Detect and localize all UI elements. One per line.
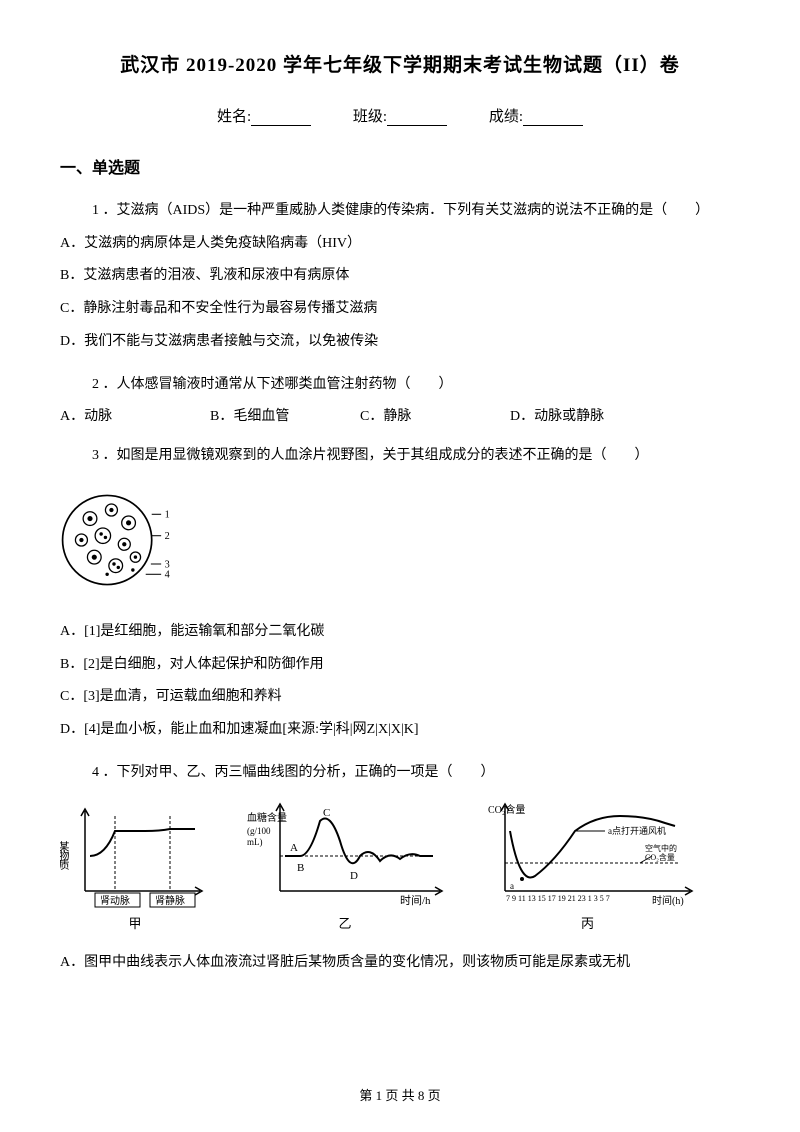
svg-text:肾静脉: 肾静脉 (155, 894, 185, 907)
q1-text: 1 ．艾滋病（AIDS）是一种严重威胁人类健康的传染病．下列有关艾滋病的说法不正… (60, 198, 740, 225)
svg-text:CO₂含量: CO₂含量 (645, 852, 675, 862)
svg-text:D: D (350, 870, 358, 882)
q4-text: 4 ．下列对甲、乙、丙三幅曲线图的分析，正确的一项是（ ） (60, 760, 740, 787)
chart-yi: 血糖含量 (g/100 mL) A B C D 时间/h 乙 (245, 801, 445, 932)
chart-jia: 某物质 肾动脉 肾静脉 甲 (60, 801, 210, 932)
q2-options: A．动脉 B．毛细血管 C．静脉 D．动脉或静脉 (60, 402, 740, 433)
chart-bing-icon: CO₂含量 a a点打开通风机 空气中的 CO₂含量 7 9 11 13 15 … (480, 801, 695, 911)
svg-text:1: 1 (165, 509, 170, 520)
svg-text:3: 3 (165, 559, 170, 570)
svg-text:7 9 11 13 15 17 19 21 23 1 3 5: 7 9 11 13 15 17 19 21 23 1 3 5 7 (506, 894, 610, 903)
svg-text:血糖含量: 血糖含量 (247, 811, 287, 824)
svg-text:肾动脉: 肾动脉 (100, 894, 130, 907)
section-heading: 一、单选题 (60, 154, 740, 178)
q1-optD: D．我们不能与艾滋病患者接触与交流，以免被传染 (60, 327, 740, 358)
name-blank (251, 112, 311, 126)
svg-text:2: 2 (165, 531, 170, 542)
q2-text: 2 ．人体感冒输液时通常从下述哪类血管注射药物（ ） (60, 372, 740, 399)
svg-text:a点打开通风机: a点打开通风机 (608, 825, 666, 836)
q2-optB: B．毛细血管 (210, 402, 360, 433)
q2-optC: C．静脉 (360, 402, 510, 433)
svg-text:时间(h): 时间(h) (652, 894, 684, 907)
q1-optA: A．艾滋病的病原体是人类免疫缺陷病毒（HIV） (60, 229, 740, 260)
page-footer: 第 1 页 共 8 页 (0, 1085, 800, 1104)
q2-optD: D．动脉或静脉 (510, 402, 604, 433)
svg-text:mL): mL) (247, 837, 263, 847)
class-label: 班级: (353, 109, 387, 125)
svg-text:C: C (323, 807, 330, 819)
score-blank (523, 112, 583, 126)
q1-optC: C．静脉注射毒品和不安全性行为最容易传播艾滋病 (60, 294, 740, 325)
svg-text:时间/h: 时间/h (400, 894, 431, 907)
q3-optB: B．[2]是白细胞，对人体起保护和防御作用 (60, 650, 740, 681)
q4-optA: A．图甲中曲线表示人体血液流过肾脏后某物质含量的变化情况，则该物质可能是尿素或无… (60, 948, 740, 979)
chart-jia-icon: 某物质 肾动脉 肾静脉 (60, 801, 210, 911)
q4-charts: 某物质 肾动脉 肾静脉 甲 血糖含量 (g/100 mL) A B C D 时间… (60, 801, 740, 932)
q3-optD: D．[4]是血小板，能止血和加速凝血[来源:学|科|网Z|X|X|K] (60, 715, 740, 746)
score-label: 成绩: (489, 109, 523, 125)
svg-text:a: a (510, 881, 514, 891)
page-title: 武汉市 2019-2020 学年七年级下学期期末考试生物试题（II）卷 (60, 50, 740, 77)
svg-text:空气中的: 空气中的 (645, 843, 677, 853)
q2-optA: A．动脉 (60, 402, 210, 433)
q3-optC: C．[3]是血清，可运载血细胞和养料 (60, 682, 740, 713)
q3-image: 1 2 3 4 (60, 480, 740, 605)
student-info-line: 姓名: 班级: 成绩: (60, 105, 740, 126)
svg-text:CO₂含量: CO₂含量 (488, 803, 525, 816)
chart-jia-label: 甲 (128, 913, 141, 932)
chart-bing: CO₂含量 a a点打开通风机 空气中的 CO₂含量 7 9 11 13 15 … (480, 801, 695, 932)
name-label: 姓名: (217, 109, 251, 125)
class-blank (387, 112, 447, 126)
chart-yi-icon: 血糖含量 (g/100 mL) A B C D 时间/h (245, 801, 445, 911)
chart-bing-label: 丙 (581, 913, 594, 932)
svg-text:A: A (290, 842, 298, 854)
chart-yi-label: 乙 (338, 913, 351, 932)
svg-text:4: 4 (165, 569, 170, 580)
q3-text: 3 ．如图是用显微镜观察到的人血涂片视野图，关于其组成成分的表述不正确的是（ ） (60, 443, 740, 470)
svg-text:(g/100: (g/100 (247, 826, 271, 836)
q1-optB: B．艾滋病患者的泪液、乳液和尿液中有病原体 (60, 261, 740, 292)
svg-text:B: B (297, 862, 304, 874)
svg-text:某物质: 某物质 (60, 840, 70, 869)
q3-optA: A．[1]是红细胞，能运输氧和部分二氧化碳 (60, 617, 740, 648)
blood-smear-icon: 1 2 3 4 (60, 480, 180, 600)
